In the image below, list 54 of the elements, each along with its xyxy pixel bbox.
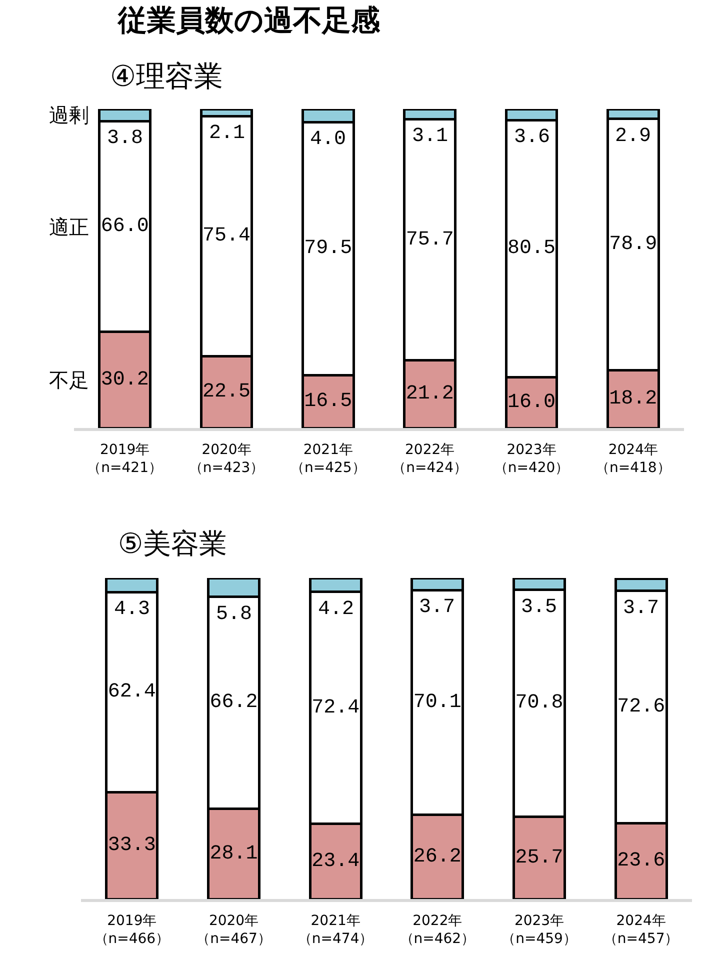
data-label: 70.8 [515, 692, 564, 715]
x-tick-label: 2020年（n=423） [188, 442, 264, 476]
x-tick-label: 2023年（n=459） [502, 912, 577, 947]
data-label: 21.2 [406, 382, 454, 406]
data-label: 18.2 [609, 388, 658, 410]
data-label: 23.4 [312, 850, 360, 873]
data-label: 5.8 [216, 603, 252, 626]
data-label: 66.2 [210, 691, 258, 714]
x-tick-label: 2024年（n=457） [603, 912, 679, 947]
data-label: 72.6 [617, 695, 666, 718]
data-label: 70.1 [413, 691, 462, 714]
x-tick-label: 2022年（n=462） [400, 912, 476, 947]
x-tick-label: 2023年（n=420） [494, 442, 570, 476]
data-label: 62.4 [108, 680, 156, 704]
chart-title: ⑤美容業 [118, 526, 228, 560]
data-label: 75.7 [406, 228, 454, 252]
data-label: 3.8 [107, 127, 144, 150]
data-label: 78.9 [609, 232, 658, 256]
x-tick-label: 2019年（n=421） [87, 442, 162, 476]
data-label: 16.0 [507, 391, 556, 414]
data-label: 4.3 [114, 598, 150, 621]
data-label: 75.4 [202, 224, 251, 248]
series-label: 適正 [49, 215, 89, 239]
data-label: 66.0 [100, 215, 149, 238]
data-label: 2.1 [209, 122, 246, 145]
data-label: 80.5 [507, 237, 556, 260]
x-tick-label: 2020年（n=467） [196, 912, 272, 947]
data-label: 3.5 [521, 596, 558, 619]
x-tick-label: 2021年（n=474） [298, 912, 374, 947]
series-label: 過剰 [49, 103, 89, 127]
data-label: 25.7 [515, 846, 564, 870]
x-tick-label: 2024年（n=418） [596, 442, 671, 476]
x-tick-label: 2019年（n=466） [94, 912, 170, 947]
data-label: 22.5 [202, 380, 251, 404]
chart-subtitle: ④理容業 [110, 59, 223, 93]
data-label: 3.7 [623, 597, 660, 620]
data-label: 33.3 [108, 834, 156, 858]
data-label: 3.1 [412, 125, 448, 148]
data-label: 28.1 [210, 842, 258, 866]
data-label: 23.6 [617, 850, 666, 873]
x-tick-label: 2021年（n=425） [290, 442, 366, 476]
data-label: 16.5 [304, 390, 352, 414]
data-label: 30.2 [100, 368, 149, 392]
data-label: 72.4 [312, 696, 360, 720]
data-label: 2.9 [615, 125, 652, 148]
x-tick-label: 2022年（n=424） [392, 442, 468, 476]
data-label: 3.6 [514, 126, 550, 149]
chart-title: 従業員数の過不足感 [117, 3, 381, 38]
series-label: 不足 [49, 368, 89, 392]
data-label: 26.2 [413, 845, 462, 868]
data-label: 4.2 [318, 598, 354, 621]
data-label: 79.5 [304, 237, 352, 260]
data-label: 4.0 [310, 128, 346, 151]
data-label: 3.7 [419, 596, 456, 619]
